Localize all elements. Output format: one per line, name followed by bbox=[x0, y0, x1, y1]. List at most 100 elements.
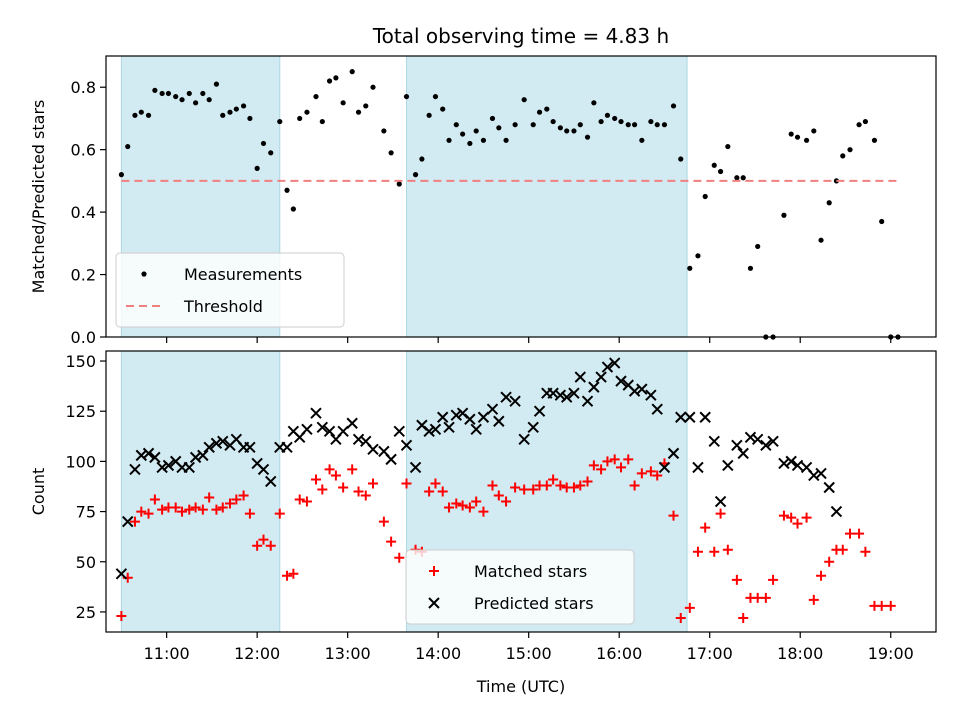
data-point bbox=[403, 93, 410, 100]
data-point bbox=[349, 69, 355, 75]
y-tick-label: 0.0 bbox=[71, 328, 96, 347]
data-point bbox=[489, 115, 496, 122]
data-point bbox=[197, 504, 208, 515]
data-point bbox=[363, 103, 369, 109]
data-point bbox=[670, 103, 677, 109]
data-point bbox=[711, 162, 717, 168]
data-point bbox=[244, 508, 255, 519]
data-point bbox=[564, 128, 570, 134]
data-point bbox=[625, 122, 631, 128]
data-point bbox=[313, 93, 319, 100]
data-point bbox=[203, 441, 215, 454]
data-point bbox=[862, 118, 869, 125]
data-point bbox=[840, 153, 846, 159]
data-point bbox=[340, 100, 346, 106]
data-point bbox=[510, 482, 521, 493]
data-point bbox=[231, 494, 242, 505]
data-point bbox=[581, 395, 594, 407]
data-point bbox=[338, 482, 349, 493]
observing-window-0 bbox=[120, 350, 281, 633]
data-point bbox=[588, 460, 599, 471]
data-point bbox=[426, 112, 432, 118]
legend: Measurements Threshold bbox=[115, 252, 345, 328]
data-point bbox=[530, 122, 536, 128]
data-point bbox=[115, 568, 128, 580]
data-point bbox=[794, 134, 801, 140]
data-point bbox=[737, 447, 749, 460]
data-point bbox=[811, 128, 817, 134]
data-point bbox=[247, 115, 253, 122]
data-point bbox=[661, 122, 668, 128]
data-point bbox=[824, 556, 835, 567]
data-point bbox=[393, 425, 405, 437]
data-point bbox=[845, 528, 856, 539]
data-point bbox=[574, 371, 586, 383]
data-point bbox=[317, 484, 328, 495]
data-point bbox=[217, 502, 228, 513]
data-point bbox=[400, 439, 413, 452]
data-point bbox=[714, 495, 727, 508]
data-point bbox=[281, 441, 293, 454]
data-point bbox=[478, 506, 489, 517]
data-point bbox=[326, 78, 333, 84]
data-point bbox=[430, 478, 441, 489]
data-point bbox=[496, 125, 502, 131]
data-point bbox=[747, 265, 754, 271]
data-point bbox=[616, 462, 627, 473]
data-point bbox=[170, 502, 181, 513]
data-point bbox=[512, 122, 518, 128]
data-point bbox=[477, 411, 490, 423]
data-point bbox=[645, 389, 657, 401]
data-point bbox=[876, 600, 887, 611]
series-measurements bbox=[118, 69, 901, 340]
data-point bbox=[751, 433, 764, 446]
data-point bbox=[290, 206, 296, 212]
data-point bbox=[639, 137, 645, 143]
data-point bbox=[755, 243, 761, 250]
data-point bbox=[443, 421, 455, 433]
data-point bbox=[577, 122, 583, 128]
data-point bbox=[258, 534, 269, 545]
data-point bbox=[138, 109, 144, 115]
data-point bbox=[837, 544, 848, 555]
data-point bbox=[240, 103, 247, 109]
data-point bbox=[487, 480, 498, 491]
data-point bbox=[450, 409, 462, 421]
data-point bbox=[826, 200, 832, 206]
data-point bbox=[791, 459, 804, 472]
data-point bbox=[555, 480, 566, 491]
data-point bbox=[645, 466, 656, 477]
data-point bbox=[260, 140, 267, 147]
data-point bbox=[493, 415, 505, 427]
data-point bbox=[760, 439, 772, 452]
legend-label: Measurements bbox=[184, 265, 302, 284]
data-point bbox=[541, 480, 552, 491]
data-point bbox=[210, 437, 223, 450]
x-tick-label: 19:00 bbox=[868, 644, 914, 663]
data-point bbox=[429, 423, 442, 435]
legend-swatch bbox=[141, 271, 147, 277]
legend-label: Predicted stars bbox=[474, 594, 594, 613]
data-point bbox=[667, 447, 680, 460]
data-point bbox=[440, 106, 446, 112]
x-tick-label: 13:00 bbox=[325, 644, 371, 663]
data-point bbox=[432, 93, 439, 100]
x-tick-label: 15:00 bbox=[506, 644, 552, 663]
data-point bbox=[324, 464, 335, 475]
data-point bbox=[333, 75, 339, 81]
data-point bbox=[394, 552, 405, 563]
data-point bbox=[500, 391, 512, 403]
data-point bbox=[316, 421, 329, 433]
data-point bbox=[702, 193, 708, 200]
data-point bbox=[731, 574, 742, 585]
y-tick-label: 100 bbox=[65, 452, 96, 471]
data-point bbox=[152, 87, 158, 93]
data-point bbox=[265, 540, 276, 551]
data-point bbox=[684, 411, 696, 423]
data-point bbox=[480, 137, 487, 143]
data-point bbox=[692, 546, 703, 557]
data-point bbox=[453, 122, 459, 128]
data-point bbox=[652, 470, 663, 481]
data-point bbox=[830, 505, 843, 518]
